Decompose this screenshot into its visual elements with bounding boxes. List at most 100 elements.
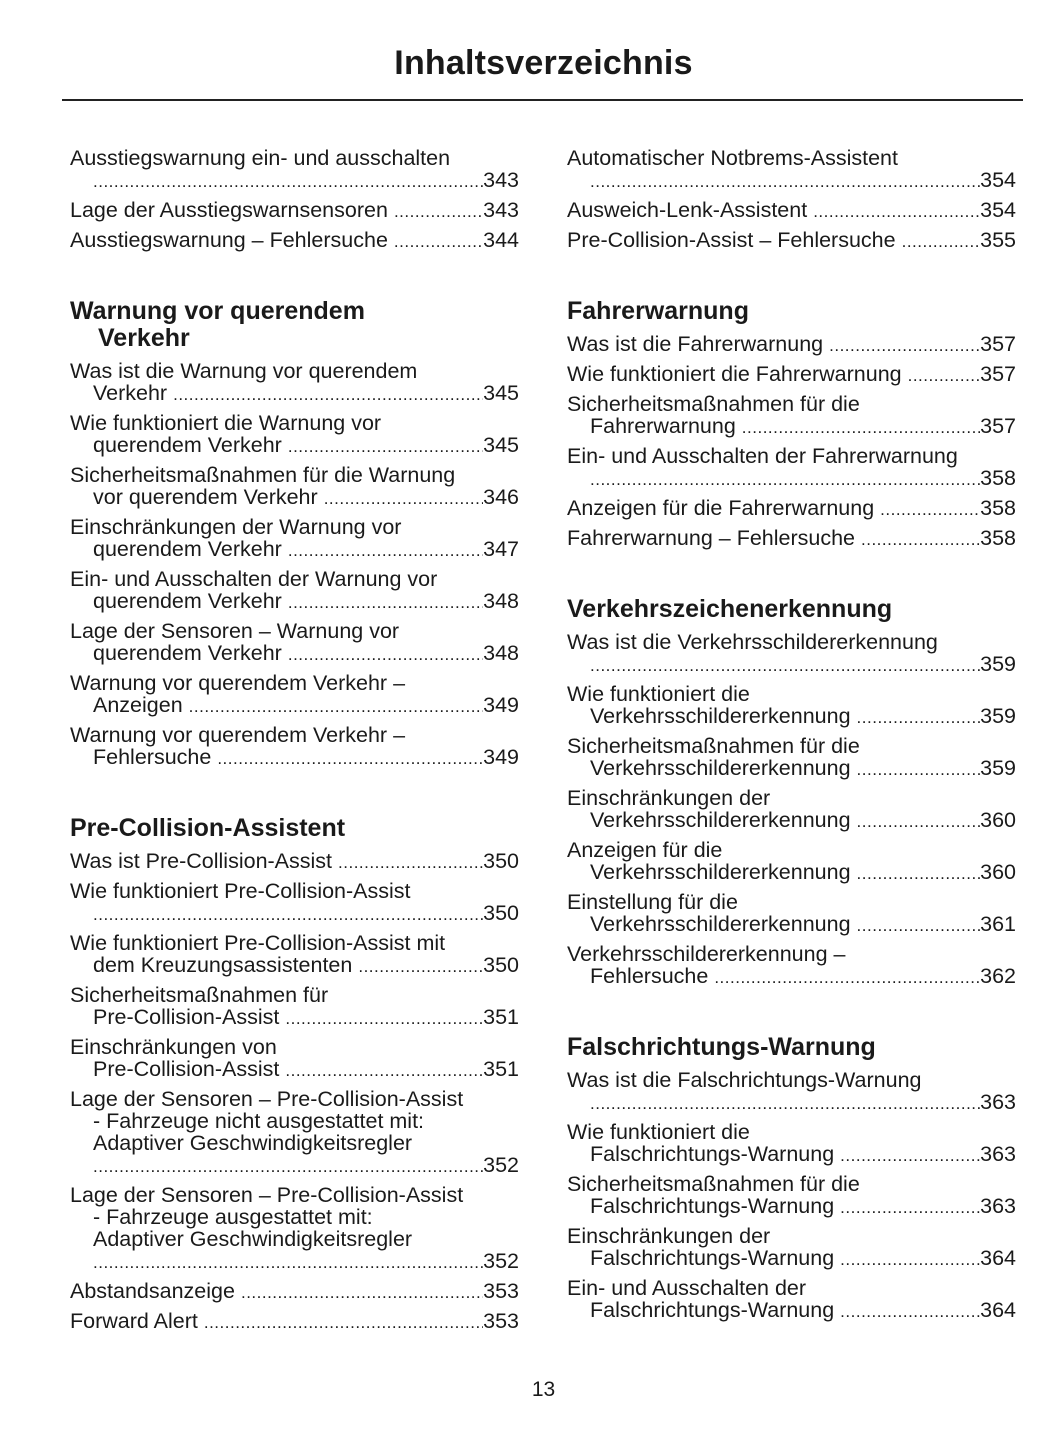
entry-page-number: 346 — [483, 485, 519, 509]
toc-section: Falschrichtungs-Warnung Was ist die Falsc… — [567, 1034, 1016, 1322]
entry-page-number: 357 — [980, 332, 1016, 356]
entry-line: Was ist die Verkehrsschildererkennung — [567, 630, 938, 654]
entry-title: Anzeigen für die Fahrerwarnung — [567, 496, 875, 520]
toc-entry[interactable]: Wie funktioniert Pre-Collision-Assist mi… — [70, 932, 519, 976]
toc-entry[interactable]: Wie funktioniert die Verkehrsschildererke… — [567, 683, 1016, 727]
entry-page-number: 363 — [980, 1090, 1016, 1114]
dot-leader — [857, 809, 981, 831]
toc-entry[interactable]: Lage der Sensoren – Pre-Collision-Assist… — [70, 1088, 519, 1176]
entry-page-number: 354 — [980, 198, 1016, 222]
entry-line: 352 — [70, 1250, 519, 1272]
entry-line: querendem Verkehr 348 — [70, 642, 519, 664]
toc-entry[interactable]: Einstellung für die Verkehrsschildererken… — [567, 891, 1016, 935]
entry-line: Falschrichtungs-Warnung 363 — [567, 1143, 1016, 1165]
toc-entry[interactable]: Was ist Pre-Collision-Assist 350 — [70, 850, 519, 872]
toc-entry[interactable]: Ausstiegswarnung ein- und ausschalten 343 — [70, 147, 519, 191]
entry-title: Falschrichtungs-Warnung — [590, 1298, 835, 1322]
entry-line: Anzeigen 349 — [70, 694, 519, 716]
toc-entry[interactable]: Ein- und Ausschalten der Fahrerwarnung 35… — [567, 445, 1016, 489]
toc-entry[interactable]: Sicherheitsmaßnahmen für die Verkehrsschi… — [567, 735, 1016, 779]
entry-title: Forward Alert — [70, 1309, 198, 1333]
entry-title: Pre-Collision-Assist — [93, 1057, 280, 1081]
toc-entry[interactable]: Was ist die Warnung vor querendem Verkehr… — [70, 360, 519, 404]
entry-title: Abstandsanzeige — [70, 1279, 235, 1303]
toc-entry[interactable]: Ausstiegswarnung – Fehlersuche 344 — [70, 229, 519, 251]
dot-leader — [590, 467, 980, 489]
toc-entry[interactable]: Abstandsanzeige 353 — [70, 1280, 519, 1302]
entry-page-number: 355 — [980, 228, 1016, 252]
dot-leader — [857, 757, 981, 779]
entry-line: Falschrichtungs-Warnung 364 — [567, 1247, 1016, 1269]
section-heading: Falschrichtungs-Warnung — [567, 1034, 1016, 1061]
toc-entry[interactable]: Warnung vor querendem Verkehr – Fehlersuc… — [70, 724, 519, 768]
toc-entry[interactable]: Was ist die Fahrerwarnung 357 — [567, 333, 1016, 355]
entry-line: querendem Verkehr 347 — [70, 538, 519, 560]
toc-entry[interactable]: Sicherheitsmaßnahmen für die Warnung vor … — [70, 464, 519, 508]
dot-leader — [288, 434, 483, 456]
toc-entry[interactable]: Pre-Collision-Assist – Fehlersuche 355 — [567, 229, 1016, 251]
dot-leader — [880, 497, 980, 519]
toc-entry[interactable]: Lage der Sensoren – Pre-Collision-Assist… — [70, 1184, 519, 1272]
entry-title: querendem Verkehr — [93, 589, 282, 613]
entry-line: Wie funktioniert Pre-Collision-Assist — [70, 879, 411, 903]
entry-line: Wie funktioniert die Fahrerwarnung 357 — [567, 363, 1016, 385]
dot-leader — [217, 746, 483, 768]
toc-section: Automatischer Notbrems-Assistent354 Auswe… — [567, 147, 1016, 251]
entry-line: Verkehrsschildererkennung 359 — [567, 757, 1016, 779]
toc-entry[interactable]: Einschränkungen der Verkehrsschildererken… — [567, 787, 1016, 831]
toc-entry[interactable]: Ausweich-Lenk-Assistent 354 — [567, 199, 1016, 221]
dot-leader — [857, 861, 981, 883]
toc-entry[interactable]: Wie funktioniert die Warnung vor querende… — [70, 412, 519, 456]
entry-line: Lage der Sensoren – Warnung vor — [70, 619, 400, 643]
toc-entry[interactable]: Wie funktioniert die Fahrerwarnung 357 — [567, 363, 1016, 385]
entry-page-number: 348 — [483, 641, 519, 665]
dot-leader — [93, 1154, 483, 1176]
toc-entry[interactable]: Lage der Ausstiegswarnsensoren 343 — [70, 199, 519, 221]
dot-leader — [93, 169, 483, 191]
entry-line: querendem Verkehr 348 — [70, 590, 519, 612]
toc-entry[interactable]: Sicherheitsmaßnahmen für die Falschrichtu… — [567, 1173, 1016, 1217]
entry-page-number: 345 — [483, 381, 519, 405]
toc-entry[interactable]: Anzeigen für die Fahrerwarnung 358 — [567, 497, 1016, 519]
entry-line: 354 — [567, 169, 1016, 191]
toc-entry[interactable]: Verkehrsschildererkennung –Fehlersuche 36… — [567, 943, 1016, 987]
entry-line: Fahrerwarnung – Fehlersuche 358 — [567, 527, 1016, 549]
entry-page-number: 353 — [483, 1309, 519, 1333]
entry-title: Was ist Pre-Collision-Assist — [70, 849, 333, 873]
entry-title: Was ist die Fahrerwarnung — [567, 332, 824, 356]
dot-leader — [93, 902, 483, 924]
toc-entry[interactable]: Einschränkungen der Warnung vor querendem… — [70, 516, 519, 560]
entry-title: Falschrichtungs-Warnung — [590, 1194, 835, 1218]
entry-line: Sicherheitsmaßnahmen für die — [567, 392, 860, 416]
dot-leader — [394, 229, 483, 251]
dot-leader — [857, 913, 981, 935]
entry-line: Lage der Sensoren – Pre-Collision-Assist — [70, 1183, 464, 1207]
entry-line: Wie funktioniert die — [567, 682, 750, 706]
dot-leader — [285, 1006, 483, 1028]
dot-leader — [902, 229, 981, 251]
entry-line: Falschrichtungs-Warnung 364 — [567, 1299, 1016, 1321]
toc-entry[interactable]: Einschränkungen der Falschrichtungs-Warnu… — [567, 1225, 1016, 1269]
toc-entry[interactable]: Lage der Sensoren – Warnung vor querendem… — [70, 620, 519, 664]
toc-entry[interactable]: Anzeigen für die Verkehrsschildererkennun… — [567, 839, 1016, 883]
entry-title: Ausweich-Lenk-Assistent — [567, 198, 808, 222]
toc-entry[interactable]: Wie funktioniert Pre-Collision-Assist 350 — [70, 880, 519, 924]
toc-entry[interactable]: Sicherheitsmaßnahmen für Pre-Collision-As… — [70, 984, 519, 1028]
toc-entry[interactable]: Was ist die Verkehrsschildererkennung 359 — [567, 631, 1016, 675]
toc-entry[interactable]: Fahrerwarnung – Fehlersuche 358 — [567, 527, 1016, 549]
toc-entry[interactable]: Automatischer Notbrems-Assistent 354 — [567, 147, 1016, 191]
toc-entry[interactable]: Sicherheitsmaßnahmen für die Fahrerwarnun… — [567, 393, 1016, 437]
toc-entry[interactable]: Warnung vor querendem Verkehr –Anzeigen 3… — [70, 672, 519, 716]
toc-entry[interactable]: Ein- und Ausschalten der Warnung vor quer… — [70, 568, 519, 612]
entry-line: Fehlersuche 362 — [567, 965, 1016, 987]
toc-entry[interactable]: Was ist die Falschrichtungs-Warnung 363 — [567, 1069, 1016, 1113]
toc-entry[interactable]: Forward Alert 353 — [70, 1310, 519, 1332]
dot-leader — [840, 1247, 980, 1269]
toc-entry[interactable]: Wie funktioniert die Falschrichtungs-Warn… — [567, 1121, 1016, 1165]
section-heading: Verkehrszeichenerkennung — [567, 596, 1016, 623]
toc-entry[interactable]: Ein- und Ausschalten der Falschrichtungs-… — [567, 1277, 1016, 1321]
entry-line: Wie funktioniert die Warnung vor — [70, 411, 382, 435]
dot-leader — [714, 965, 980, 987]
entry-page-number: 363 — [980, 1142, 1016, 1166]
